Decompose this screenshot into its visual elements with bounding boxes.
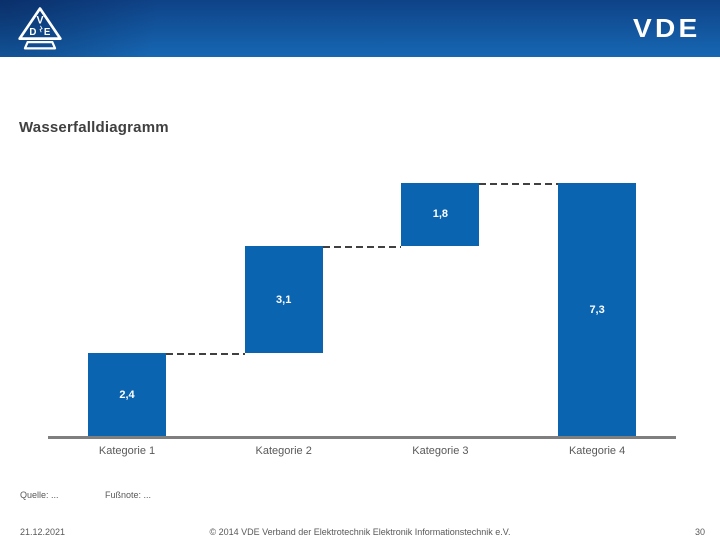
bar-value-label: 1,8 xyxy=(432,208,449,221)
waterfall-bar: 3,1 xyxy=(244,245,323,354)
x-axis-line xyxy=(48,436,676,439)
category-label: Kategorie 4 xyxy=(568,445,626,457)
logo-letter-e: E xyxy=(44,27,51,38)
category-label: Kategorie 3 xyxy=(412,445,469,457)
page-number: 30 xyxy=(694,527,705,537)
bar-value-label: 7,3 xyxy=(589,303,605,316)
vde-triangle-logo-svg: V D E xyxy=(18,7,62,50)
bar-value-label: 3,1 xyxy=(276,293,292,306)
logo-triangle-outline xyxy=(18,7,62,40)
bar-value-label: 2,4 xyxy=(119,389,135,402)
category-label: Kategorie 1 xyxy=(98,445,156,457)
waterfall-bar: 7,3 xyxy=(558,182,637,437)
category-label: Kategorie 2 xyxy=(255,445,312,457)
vde-wordmark: VDE xyxy=(632,13,700,43)
waterfall-connector xyxy=(479,182,559,185)
logo-letter-d: D xyxy=(29,27,36,38)
logo-pedestal-outline xyxy=(23,41,57,50)
source-label: Quelle: ... xyxy=(20,490,59,500)
header-bar: V D E VDE xyxy=(0,0,720,57)
waterfall-bar: 2,4 xyxy=(88,353,166,437)
logo-lightning-bolt-icon xyxy=(39,25,43,33)
waterfall-connector xyxy=(166,353,245,356)
footer-copyright: © 2014 VDE Verband der Elektrotechnik El… xyxy=(209,527,511,537)
waterfall-plot-area: 2,4 3,1 1,8 7,3 xyxy=(48,160,676,437)
vde-triangle-logo-icon: V D E xyxy=(17,5,63,51)
footnote-label: Fußnote: ... xyxy=(105,490,152,500)
waterfall-connector xyxy=(322,245,402,248)
category-axis: Kategorie 1 Kategorie 2 Kategorie 3 Kategor… xyxy=(48,445,676,461)
footer-date: 21.12.2021 xyxy=(20,527,66,537)
logo-letter-v: V xyxy=(36,15,43,27)
waterfall-bar: 1,8 xyxy=(401,182,480,246)
slide-title: Wasserfalldiagramm xyxy=(19,119,169,136)
